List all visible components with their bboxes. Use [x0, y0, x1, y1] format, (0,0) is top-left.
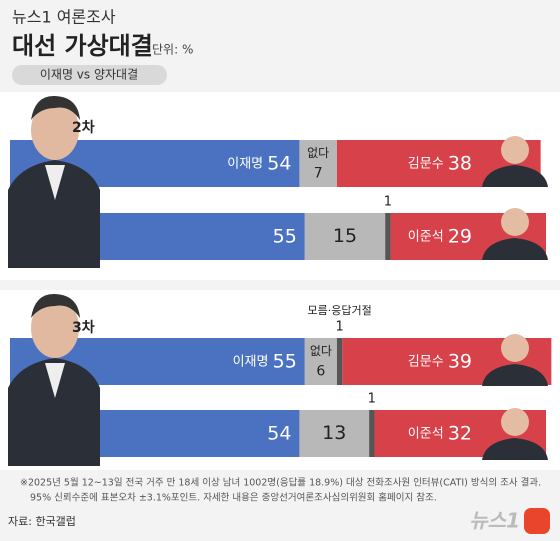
footnote: ※2025년 5월 12~13일 전국 거주 만 18세 이상 남녀 1002명…	[20, 477, 541, 489]
segment-name: 이재명	[233, 354, 273, 369]
value-label: 7	[314, 166, 323, 182]
segment-value: 55	[273, 225, 297, 247]
value-label: 이준석 32	[408, 422, 472, 444]
portrait	[8, 293, 100, 466]
value-label: 54	[267, 422, 291, 444]
value-label: 이재명 54	[227, 152, 291, 174]
footnote: 95% 신뢰수준에 표본오차 ±3.1%포인트. 자세한 내용은 중앙선거여론조…	[30, 492, 437, 504]
segment-name: 없다	[310, 344, 332, 358]
segment-value: 38	[448, 152, 472, 174]
bar-segment	[385, 213, 391, 260]
panel-title: 2차	[72, 120, 95, 136]
brand: 뉴스1 여론조사	[12, 8, 116, 27]
segment-value: 54	[267, 422, 291, 444]
value-label: 이준석 29	[408, 225, 472, 247]
segment-value: 55	[273, 350, 297, 372]
segment-value: 32	[448, 422, 472, 444]
value-label: 13	[322, 422, 346, 444]
segment-name: 없다	[307, 146, 329, 160]
bar-segment	[336, 338, 343, 385]
segment-name: 모름·응답거절	[308, 304, 372, 317]
portraits	[8, 95, 548, 466]
value-label: 이재명 55	[233, 350, 297, 372]
portrait-small	[482, 334, 548, 386]
source: 자료: 한국갤럽	[8, 514, 76, 528]
title: 대선 가상대결	[12, 32, 153, 60]
segment-value: 54	[267, 152, 291, 174]
portrait	[8, 95, 100, 268]
segment-name: 이준석	[408, 426, 448, 441]
segment-name: 김문수	[408, 156, 448, 171]
bar-segment	[304, 338, 337, 385]
value-label: 1	[384, 195, 392, 210]
logo: 뉴스1	[469, 509, 520, 533]
subtitle-pill	[12, 65, 167, 85]
segment-name: 김문수	[408, 354, 448, 369]
bar-segment	[369, 410, 375, 457]
segment-value: 39	[448, 350, 472, 372]
bar-segment	[299, 140, 337, 187]
portrait-small	[482, 136, 548, 187]
value-label: 김문수 39	[408, 350, 472, 372]
value-label: 1	[368, 392, 376, 407]
bar-segment	[299, 410, 370, 457]
unit: 단위: %	[152, 43, 193, 57]
segment-value: 29	[448, 225, 472, 247]
portrait-small	[482, 408, 548, 460]
portrait-small	[482, 208, 548, 260]
segment-name: 이재명	[227, 156, 267, 171]
value-label: 15	[333, 225, 357, 247]
value-label: 김문수 38	[408, 152, 472, 174]
panel-title: 3차	[72, 320, 95, 336]
bar-segment	[304, 213, 386, 260]
logo-mark	[524, 508, 550, 534]
subtitle: 이재명 vs 양자대결	[40, 68, 138, 82]
value-label: 1	[335, 320, 343, 335]
value-label: 55	[273, 225, 297, 247]
value-label: 6	[316, 364, 325, 380]
segment-name: 이준석	[408, 229, 448, 244]
